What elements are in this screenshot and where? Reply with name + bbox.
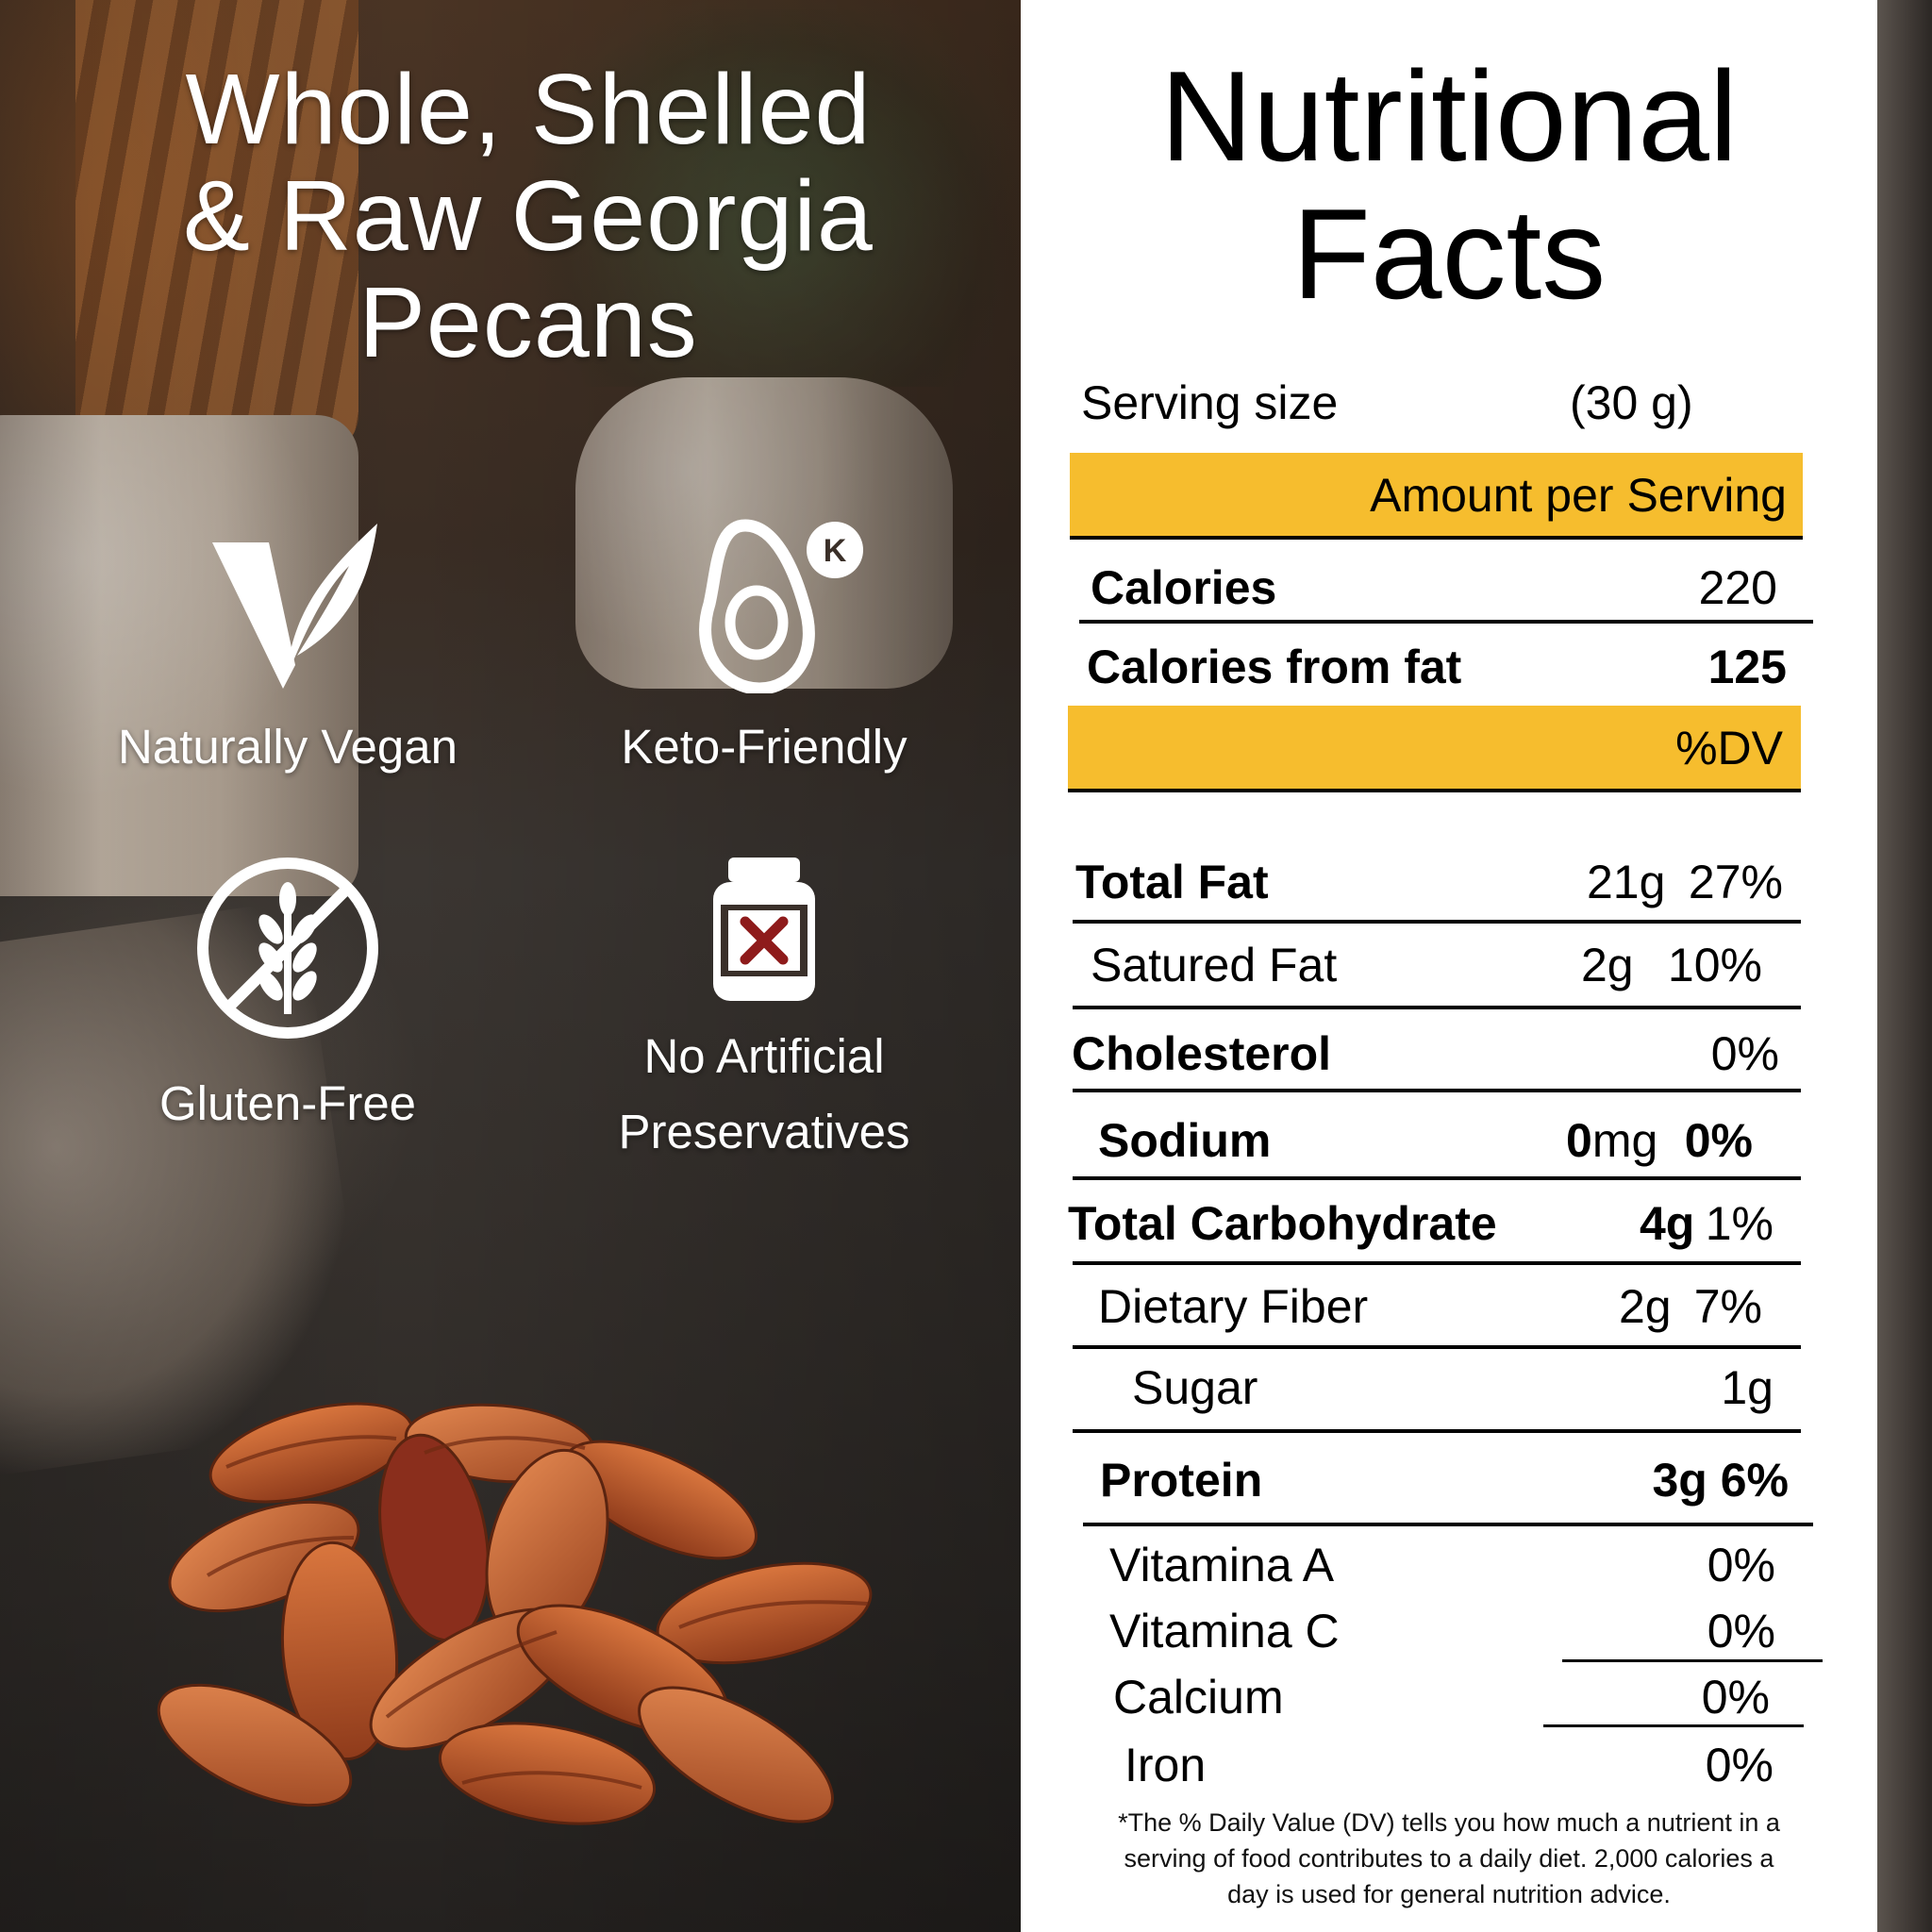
headline-line-1: Whole, Shelled	[185, 54, 872, 165]
sodium-amount-unit: mg	[1591, 1114, 1658, 1167]
total-carbohydrate-amount: 4g	[1640, 1197, 1695, 1250]
protein-value: 3g 6%	[1652, 1453, 1789, 1507]
dietary-fiber-label: Dietary Fiber	[1098, 1280, 1369, 1333]
nutrition-facts-panel: Nutritional Facts Serving size (30 g) Am…	[1021, 0, 1877, 1932]
protein-label: Protein	[1100, 1454, 1263, 1507]
amount-per-serving-band	[1070, 453, 1803, 536]
divider	[1073, 1006, 1801, 1009]
preservatives-line-2: Preservatives	[618, 1105, 910, 1158]
saturated-fat-dv: 10%	[1667, 939, 1762, 991]
calories-from-fat-value: 125	[1707, 641, 1787, 693]
keto-badge-letter: K	[824, 533, 847, 569]
calcium-dv: 0%	[1701, 1671, 1770, 1724]
divider	[1070, 536, 1803, 540]
amount-per-serving-label: Amount per Serving	[1370, 469, 1787, 522]
sodium-amount-number: 0	[1566, 1114, 1592, 1167]
serving-size-label: Serving size	[1081, 376, 1339, 429]
total-fat-dv: 27%	[1688, 856, 1783, 908]
product-photo	[0, 0, 1021, 1932]
feature-label-keto: Keto-Friendly	[621, 720, 908, 774]
calories-value: 220	[1698, 561, 1777, 614]
feature-label-vegan: Naturally Vegan	[117, 720, 458, 774]
divider	[1068, 789, 1801, 792]
nutrition-title-line-1: Nutritional	[1159, 44, 1739, 188]
sugar-amount: 1g	[1721, 1361, 1774, 1414]
divider	[1073, 1261, 1801, 1265]
divider	[1073, 920, 1801, 924]
footnote-line-2: serving of food contributes to a daily d…	[1124, 1844, 1774, 1873]
total-fat-amount: 21g	[1587, 856, 1666, 908]
divider	[1543, 1724, 1804, 1727]
keto-avocado-icon: K	[699, 519, 863, 693]
protein-amount: 3g	[1652, 1454, 1707, 1507]
total-fat-label: Total Fat	[1075, 856, 1269, 908]
cholesterol-dv: 0%	[1710, 1027, 1779, 1080]
product-headline: Whole, Shelled & Raw Georgia Pecans	[38, 57, 1019, 376]
vitamin-a-dv: 0%	[1707, 1539, 1775, 1591]
nutrition-title-line-2: Facts	[1291, 182, 1607, 325]
vegan-leaf-icon	[212, 524, 377, 689]
vitamin-a-label: Vitamina A	[1109, 1539, 1335, 1591]
protein-dv: 6%	[1720, 1454, 1789, 1507]
nutrition-title: Nutritional Facts	[1021, 47, 1877, 323]
dietary-fiber-dv: 7%	[1693, 1280, 1762, 1333]
gluten-free-wheat-icon	[197, 858, 378, 1039]
divider	[1073, 1345, 1801, 1349]
dv-band	[1068, 706, 1801, 789]
headline-line-2: & Raw Georgia	[183, 160, 874, 272]
vitamin-c-dv: 0%	[1707, 1605, 1775, 1657]
dv-header: %DV	[1675, 722, 1783, 774]
serving-size-value: (30 g)	[1570, 376, 1693, 429]
saturated-fat-label: Satured Fat	[1091, 939, 1338, 991]
divider	[1073, 1429, 1801, 1433]
calories-from-fat-label: Calories from fat	[1087, 641, 1462, 693]
vitamin-c-label: Vitamina C	[1109, 1605, 1340, 1657]
calories-label: Calories	[1091, 561, 1277, 614]
divider	[1073, 1176, 1801, 1180]
background-edge	[1877, 0, 1932, 1932]
feature-label-no-preservatives: No Artificial Preservatives	[528, 1019, 1000, 1170]
divider	[1562, 1659, 1823, 1662]
sodium-dv: 0%	[1685, 1113, 1753, 1168]
footnote-line-3: day is used for general nutrition advice…	[1227, 1880, 1671, 1908]
pecan-pile-image	[157, 1402, 873, 1825]
divider	[1079, 620, 1813, 624]
iron-dv: 0%	[1705, 1739, 1774, 1791]
divider	[1073, 1089, 1801, 1092]
sodium-dv-value: 0%	[1684, 1114, 1753, 1167]
cholesterol-label: Cholesterol	[1072, 1027, 1332, 1080]
divider	[1083, 1523, 1813, 1526]
preservatives-line-1: No Artificial	[643, 1029, 885, 1083]
total-carbohydrate-dv: 1%	[1705, 1197, 1774, 1250]
preservative-jar-icon	[713, 858, 815, 1001]
iron-label: Iron	[1124, 1739, 1207, 1791]
total-carbohydrate-label: Total Carbohydrate	[1068, 1197, 1497, 1250]
calcium-label: Calcium	[1113, 1671, 1284, 1724]
daily-value-footnote: *The % Daily Value (DV) tells you how mu…	[1021, 1805, 1877, 1912]
headline-line-3: Pecans	[358, 267, 698, 378]
sodium-label: Sodium	[1098, 1114, 1272, 1167]
footnote-line-1: *The % Daily Value (DV) tells you how mu…	[1118, 1808, 1780, 1837]
sugar-label: Sugar	[1132, 1361, 1258, 1414]
feature-label-gluten-free: Gluten-Free	[158, 1076, 417, 1130]
dietary-fiber-amount: 2g	[1619, 1280, 1672, 1333]
sodium-amount: 0mg	[1566, 1113, 1657, 1168]
saturated-fat-amount: 2g	[1581, 939, 1634, 991]
